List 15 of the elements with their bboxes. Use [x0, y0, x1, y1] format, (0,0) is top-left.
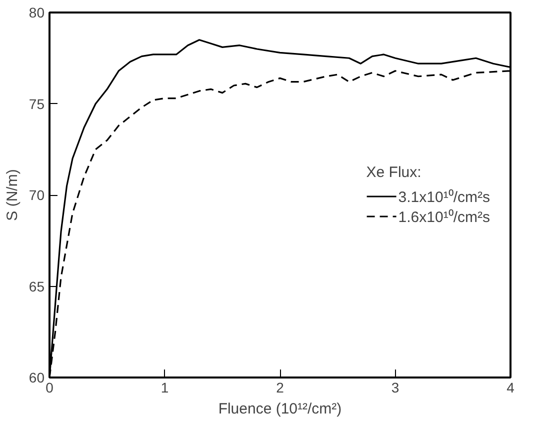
y-axis-title: S (N/m)	[4, 169, 21, 221]
y-tick-label: 65	[28, 278, 45, 294]
x-tick-label: 0	[46, 380, 54, 396]
x-tick-label: 4	[506, 380, 515, 396]
x-axis-title: Fluence (10¹²/cm²)	[218, 400, 342, 418]
x-tick-label: 1	[160, 380, 169, 396]
legend-label: 3.1x10¹⁰/cm²s	[398, 188, 490, 206]
legend-title: Xe Flux:	[366, 164, 422, 180]
y-tick-label: 60	[28, 370, 45, 386]
legend-label: 1.6x10¹⁰/cm²s	[398, 208, 490, 226]
y-tick-label: 70	[28, 187, 45, 203]
x-tick-label: 3	[391, 380, 400, 396]
x-tick-label: 2	[276, 380, 284, 396]
y-tick-label: 75	[28, 96, 45, 112]
y-tick-label: 80	[28, 4, 45, 20]
